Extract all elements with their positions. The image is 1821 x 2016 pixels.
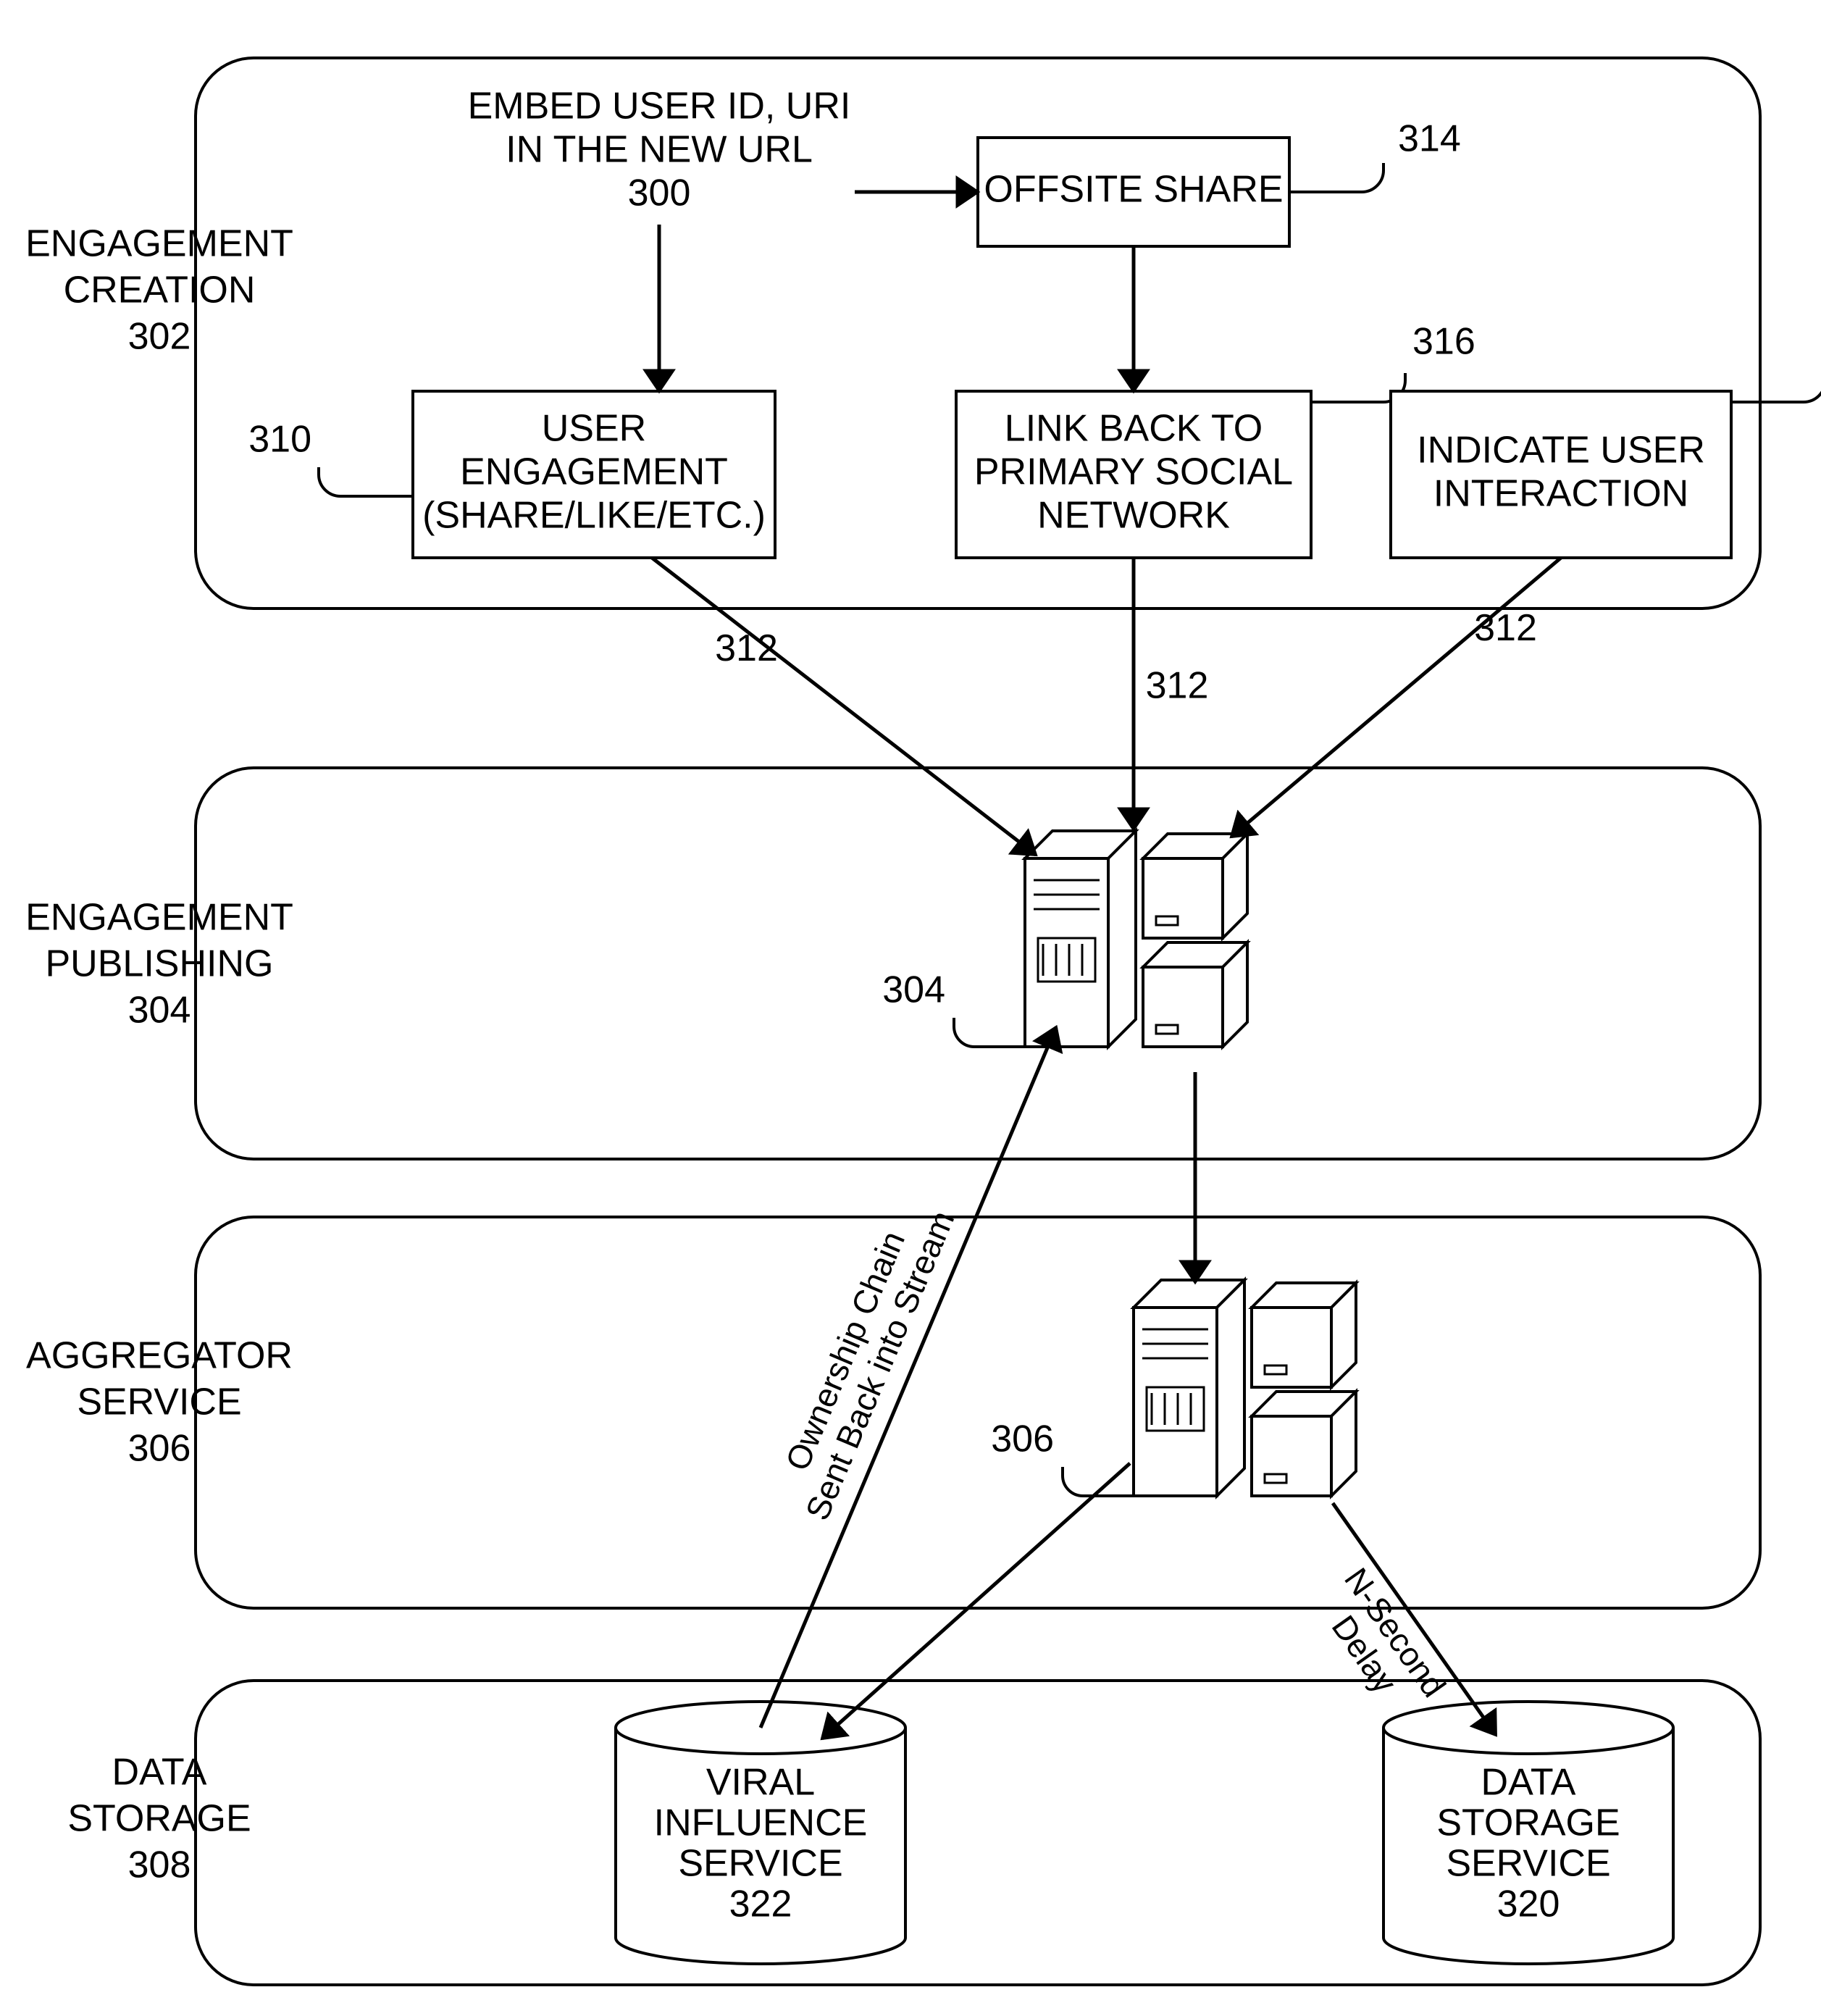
arr-agg-to-viral bbox=[822, 1463, 1130, 1739]
svg-text:302: 302 bbox=[128, 316, 191, 358]
svg-text:ENGAGEMENT: ENGAGEMENT bbox=[460, 451, 728, 493]
svg-text:312: 312 bbox=[715, 627, 778, 669]
svg-text:312: 312 bbox=[1474, 607, 1537, 649]
svg-text:316: 316 bbox=[1412, 321, 1475, 363]
svg-text:320: 320 bbox=[1497, 1883, 1560, 1925]
svg-text:308: 308 bbox=[128, 1844, 191, 1886]
arr-viral-to-pub bbox=[761, 1027, 1056, 1728]
svg-text:VIRAL: VIRAL bbox=[706, 1762, 815, 1804]
svg-text:PUBLISHING: PUBLISHING bbox=[46, 943, 274, 985]
arr-indicate-to-pub bbox=[1231, 558, 1561, 837]
svg-text:304: 304 bbox=[882, 969, 945, 1011]
svg-text:306: 306 bbox=[991, 1418, 1054, 1460]
svg-text:306: 306 bbox=[128, 1428, 191, 1470]
svg-text:312: 312 bbox=[1146, 665, 1209, 707]
svg-text:NETWORK: NETWORK bbox=[1037, 495, 1230, 537]
svg-text:322: 322 bbox=[729, 1883, 792, 1925]
svg-text:314: 314 bbox=[1398, 118, 1461, 160]
arr-user-to-pub bbox=[652, 558, 1036, 855]
svg-text:304: 304 bbox=[128, 990, 191, 1032]
svg-text:USER: USER bbox=[542, 408, 646, 450]
svg-text:DATA: DATA bbox=[112, 1752, 207, 1794]
svg-text:INDICATE USER: INDICATE USER bbox=[1417, 430, 1705, 472]
svg-text:CREATION: CREATION bbox=[64, 269, 256, 311]
panel-aggregator-service bbox=[196, 1217, 1760, 1608]
svg-text:STORAGE: STORAGE bbox=[67, 1798, 251, 1840]
svg-text:EMBED USER ID, URI: EMBED USER ID, URI bbox=[468, 85, 851, 127]
panel-engagement-publishing bbox=[196, 768, 1760, 1159]
svg-text:IN THE NEW URL: IN THE NEW URL bbox=[506, 129, 813, 171]
svg-text:AGGREGATOR: AGGREGATOR bbox=[26, 1335, 293, 1377]
svg-text:ENGAGEMENT: ENGAGEMENT bbox=[25, 223, 293, 265]
svg-text:SERVICE: SERVICE bbox=[77, 1381, 241, 1423]
elbl-ownership: Ownership ChainSent Back into Stream bbox=[763, 1191, 962, 1526]
svg-text:PRIMARY SOCIAL: PRIMARY SOCIAL bbox=[974, 451, 1293, 493]
svg-text:OFFSITE SHARE: OFFSITE SHARE bbox=[984, 169, 1283, 211]
svg-text:DATA: DATA bbox=[1481, 1762, 1576, 1804]
svg-text:SERVICE: SERVICE bbox=[1446, 1843, 1610, 1885]
svg-text:INFLUENCE: INFLUENCE bbox=[654, 1802, 868, 1844]
server-cluster-icon bbox=[1063, 1280, 1356, 1496]
svg-text:310: 310 bbox=[248, 419, 311, 461]
svg-text:300: 300 bbox=[628, 172, 691, 214]
svg-text:(SHARE/LIKE/ETC.): (SHARE/LIKE/ETC.) bbox=[422, 495, 766, 537]
svg-text:ENGAGEMENT: ENGAGEMENT bbox=[25, 897, 293, 939]
svg-text:SERVICE: SERVICE bbox=[678, 1843, 842, 1885]
svg-text:INTERACTION: INTERACTION bbox=[1433, 473, 1688, 515]
server-cluster-icon bbox=[954, 831, 1247, 1047]
svg-text:STORAGE: STORAGE bbox=[1436, 1802, 1620, 1844]
svg-text:LINK BACK TO: LINK BACK TO bbox=[1005, 408, 1263, 450]
